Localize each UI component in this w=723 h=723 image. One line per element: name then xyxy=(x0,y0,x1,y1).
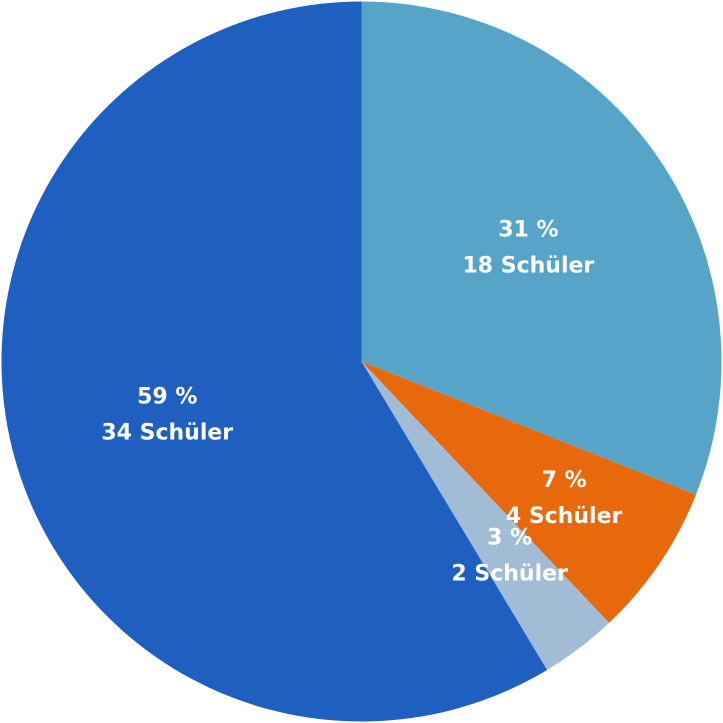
count-label: 2 Schüler xyxy=(451,561,568,586)
count-label: 34 Schüler xyxy=(101,420,233,445)
value-label: 3 % xyxy=(487,525,532,550)
count-label: 4 Schüler xyxy=(506,504,623,529)
pie-slice xyxy=(1,1,548,722)
count-label: 18 Schüler xyxy=(462,253,594,278)
value-label: 31 % xyxy=(498,217,558,242)
value-label: 7 % xyxy=(542,468,587,493)
value-label: 59 % xyxy=(137,384,197,409)
pie-slice xyxy=(361,1,722,495)
pie-slice xyxy=(361,361,696,623)
pie-slice xyxy=(361,361,610,670)
